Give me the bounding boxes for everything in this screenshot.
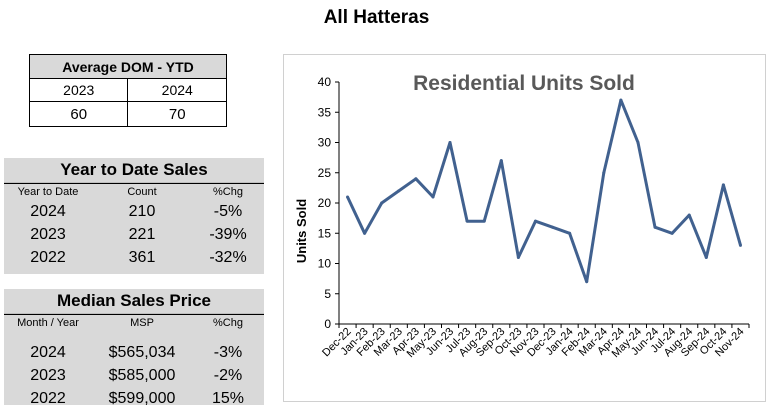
msp-year: 2023 [30, 367, 66, 384]
data-point [568, 231, 572, 235]
msp-chg: -3% [213, 344, 243, 361]
data-point [448, 141, 452, 144]
data-point [380, 201, 384, 205]
y-axis-label: Units Sold [294, 199, 309, 263]
chart-title: Residential Units Sold [413, 72, 635, 95]
data-point [363, 231, 367, 235]
ytd-chg: -39% [209, 226, 247, 243]
y-tick-label: 0 [324, 317, 331, 331]
chart-canvas: Residential Units Sold Units Sold 0 5 10 15… [294, 72, 750, 360]
dom-year-2023: 2023 [28, 78, 129, 102]
average-dom-title: Average DOM - YTD [29, 54, 227, 79]
ytd-count: 221 [128, 226, 156, 243]
data-point [687, 213, 691, 217]
dom-value-2023: 60 [28, 101, 129, 127]
data-point [465, 219, 469, 223]
dom-year-2024: 2024 [127, 78, 227, 102]
data-point [482, 219, 486, 223]
data-point [516, 255, 520, 259]
ytd-header-count: Count [127, 186, 157, 198]
table-row: 2024 $565,034 -3% [4, 341, 264, 364]
msp-year: 2022 [30, 390, 66, 407]
data-point [602, 171, 606, 175]
msp-title: Median Sales Price [4, 289, 264, 314]
table-row: 2024 210 -5% [4, 200, 264, 223]
data-point [636, 141, 640, 144]
msp-value: $599,000 [108, 390, 176, 407]
y-tick-label: 20 [318, 196, 332, 210]
ytd-count: 361 [128, 249, 156, 266]
ytd-header-year: Year to Date [17, 186, 79, 198]
ytd-chg: -5% [213, 203, 243, 220]
msp-year: 2024 [30, 344, 66, 361]
data-point [414, 177, 418, 181]
average-dom-table: Average DOM - YTD 2023 2024 60 70 [28, 54, 227, 127]
ytd-year: 2023 [30, 226, 66, 243]
ytd-sales-title: Year to Date Sales [4, 158, 264, 183]
msp-header-msp: MSP [130, 317, 154, 329]
msp-value: $565,034 [108, 344, 176, 361]
data-point [585, 280, 589, 284]
data-point [670, 231, 674, 235]
data-point [704, 255, 708, 259]
units-sold-series-line [346, 98, 742, 284]
table-row: 2022 361 -32% [4, 246, 264, 269]
data-point [619, 98, 623, 102]
data-point [431, 195, 435, 199]
msp-chg: -2% [213, 367, 243, 384]
ytd-year: 2022 [30, 249, 66, 266]
data-point [551, 225, 555, 229]
median-sales-price-panel: Median Sales Price Month / Year MSP %Chg… [4, 289, 264, 407]
msp-header-chg: %Chg [213, 317, 243, 329]
data-point [653, 225, 657, 229]
data-point [499, 159, 503, 163]
units-sold-chart: Residential Units Sold Units Sold 0 5 10 15… [283, 54, 766, 402]
msp-value: $585,000 [108, 367, 176, 384]
ytd-count: 210 [128, 203, 156, 220]
table-row: 2023 $585,000 -2% [4, 364, 264, 387]
data-point [721, 183, 725, 187]
y-tick-label: 35 [318, 105, 332, 119]
y-tick-label: 10 [318, 257, 332, 271]
y-tick-label: 30 [318, 136, 332, 150]
year-to-date-sales-panel: Year to Date Sales Year to Date Count %C… [4, 158, 264, 274]
msp-header-period: Month / Year [17, 317, 79, 329]
msp-chg: 15% [211, 390, 245, 407]
ytd-year: 2024 [30, 203, 66, 220]
y-tick-label: 40 [318, 75, 332, 89]
y-tick-label: 15 [318, 226, 332, 240]
y-tick-label: 25 [318, 166, 332, 180]
table-row: 2023 221 -39% [4, 223, 264, 246]
data-point [346, 195, 350, 199]
table-row: 2022 $599,000 15% [4, 387, 264, 410]
data-point [738, 243, 742, 247]
y-tick-label: 5 [324, 287, 331, 301]
ytd-chg: -32% [209, 249, 247, 266]
dom-value-2024: 70 [127, 101, 227, 127]
ytd-sales-header: Year to Date Count %Chg [4, 183, 264, 200]
msp-header: Month / Year MSP %Chg [4, 314, 264, 331]
data-point [533, 219, 537, 223]
data-point [397, 189, 401, 193]
ytd-header-chg: %Chg [213, 186, 243, 198]
page-title: All Hatteras [323, 7, 430, 28]
